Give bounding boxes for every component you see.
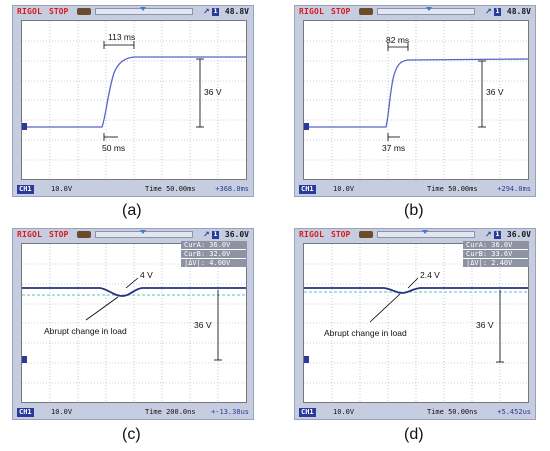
ch1-marker-icon	[22, 123, 27, 130]
memory-chip-icon	[359, 8, 373, 15]
brand-label: RIGOL	[299, 230, 325, 239]
waveform-screen: 2.4 V Abrupt change in load 36 V	[303, 243, 529, 403]
cursor-b: CurB: 33.6V	[463, 250, 529, 258]
ch1-marker-icon	[22, 356, 27, 363]
trigger-channel: 1	[494, 8, 501, 16]
memory-bar	[95, 7, 193, 15]
waveform-screen: 82 ms 37 ms 36 V	[303, 20, 529, 180]
memory-bar	[377, 230, 475, 238]
channel-scale: 10.0V	[333, 185, 355, 193]
timebase: Time 200.0ns	[145, 408, 196, 416]
time-offset: +-13.38us	[211, 408, 249, 416]
amplitude-annotation: 36 V	[204, 87, 222, 97]
scope-panel-c: RIGOL STOP ↗ 1 36.0V 4 V Abrupt change i…	[12, 228, 254, 420]
run-state: STOP	[331, 230, 351, 239]
trigger-channel: 1	[212, 8, 219, 16]
status-bar: RIGOL STOP ↗ 1 48.8V	[295, 6, 535, 18]
cursor-delta: |ΔV|: 2.40V	[463, 259, 529, 267]
brand-label: RIGOL	[17, 230, 43, 239]
run-state: STOP	[49, 230, 69, 239]
ch1-marker-icon	[304, 123, 309, 130]
waveform-screen: 113 ms 50 ms 36 V	[21, 20, 247, 180]
voltage-trace	[304, 287, 528, 294]
dip-annotation: 2.4 V	[420, 270, 440, 280]
timebase: Time 50.00ns	[427, 408, 478, 416]
width-annotation: 82 ms	[386, 35, 409, 45]
status-bar: RIGOL STOP ↗ 1 48.8V	[13, 6, 253, 18]
width-annotation: 113 ms	[108, 32, 135, 42]
brand-label: RIGOL	[299, 7, 325, 16]
trigger-level: 48.8V	[224, 7, 249, 16]
run-state: STOP	[49, 7, 69, 16]
rise-annotation: 50 ms	[102, 143, 125, 153]
trigger-channel: 1	[494, 231, 501, 239]
ch1-marker-icon	[304, 356, 309, 363]
trigger-edge-icon: ↗	[203, 7, 210, 16]
memory-chip-icon	[359, 231, 373, 238]
grid	[304, 21, 528, 179]
waveform-screen: 4 V Abrupt change in load 36 V	[21, 243, 247, 403]
run-state: STOP	[331, 7, 351, 16]
channel-scale: 10.0V	[333, 408, 355, 416]
trigger-level: 48.8V	[506, 7, 531, 16]
cursor-a: CurA: 36.0V	[463, 241, 529, 249]
brand-label: RIGOL	[17, 7, 43, 16]
waveform-plot: 4 V Abrupt change in load 36 V	[22, 244, 246, 402]
caption-c: (c)	[122, 426, 141, 443]
status-bar: RIGOL STOP ↗ 1 36.0V	[295, 229, 535, 241]
waveform-plot: 82 ms 37 ms 36 V	[304, 21, 529, 179]
scope-panel-d: RIGOL STOP ↗ 1 36.0V 2.4 V Abrupt change…	[294, 228, 536, 420]
trigger-level: 36.0V	[224, 230, 249, 239]
cursor-delta: |ΔV|: 4.00V	[181, 259, 247, 267]
cursor-a: CurA: 36.0V	[181, 241, 247, 249]
channel-scale: 10.0V	[51, 408, 73, 416]
time-offset: +368.0ms	[215, 185, 249, 193]
amplitude-annotation: 36 V	[486, 87, 504, 97]
trigger-edge-icon: ↗	[485, 7, 492, 16]
load-note: Abrupt change in load	[44, 326, 127, 336]
dip-annotation: 4 V	[140, 270, 153, 280]
channel-label: CH1	[17, 408, 34, 417]
scope-panel-b: RIGOL STOP ↗ 1 48.8V 82 ms 37 ms 36 V	[294, 5, 536, 197]
grid	[22, 21, 246, 179]
bottom-bar: CH1 10.0V Time 50.00ms +294.0ms	[295, 183, 535, 196]
channel-label: CH1	[17, 185, 34, 194]
trigger-level: 36.0V	[506, 230, 531, 239]
timebase: Time 50.00ms	[145, 185, 196, 193]
channel-label: CH1	[299, 408, 316, 417]
bottom-bar: CH1 10.0V Time 50.00ms +368.0ms	[13, 183, 253, 196]
memory-chip-icon	[77, 231, 91, 238]
memory-chip-icon	[77, 8, 91, 15]
waveform-plot: 2.4 V Abrupt change in load 36 V	[304, 244, 528, 402]
trigger-edge-icon: ↗	[485, 230, 492, 239]
grid	[304, 244, 528, 402]
caption-d: (d)	[404, 426, 424, 443]
caption-b: (b)	[404, 202, 424, 219]
bottom-bar: CH1 10.0V Time 200.0ns +-13.38us	[13, 406, 253, 419]
caption-a: (a)	[122, 202, 142, 219]
timebase: Time 50.00ms	[427, 185, 478, 193]
voltage-trace	[304, 58, 529, 128]
load-note: Abrupt change in load	[324, 328, 407, 338]
cursor-readout: CurA: 36.0V CurB: 32.0V |ΔV|: 4.00V	[181, 241, 247, 268]
trigger-channel: 1	[212, 231, 219, 239]
bottom-bar: CH1 10.0V Time 50.00ns +5.452us	[295, 406, 535, 419]
channel-label: CH1	[299, 185, 316, 194]
trigger-edge-icon: ↗	[203, 230, 210, 239]
status-bar: RIGOL STOP ↗ 1 36.0V	[13, 229, 253, 241]
rise-annotation: 37 ms	[382, 143, 405, 153]
scope-panel-a: RIGOL STOP ↗ 1 48.8V 113 ms 50 ms 36 V	[12, 5, 254, 197]
cursor-b: CurB: 32.0V	[181, 250, 247, 258]
memory-bar	[377, 7, 475, 15]
channel-scale: 10.0V	[51, 185, 73, 193]
amplitude-annotation: 36 V	[476, 320, 494, 330]
time-offset: +5.452us	[497, 408, 531, 416]
cursor-readout: CurA: 36.0V CurB: 33.6V |ΔV|: 2.40V	[463, 241, 529, 268]
waveform-plot: 113 ms 50 ms 36 V	[22, 21, 246, 179]
memory-bar	[95, 230, 193, 238]
time-offset: +294.0ms	[497, 185, 531, 193]
voltage-trace	[22, 56, 246, 128]
amplitude-annotation: 36 V	[194, 320, 212, 330]
voltage-trace	[22, 287, 246, 297]
